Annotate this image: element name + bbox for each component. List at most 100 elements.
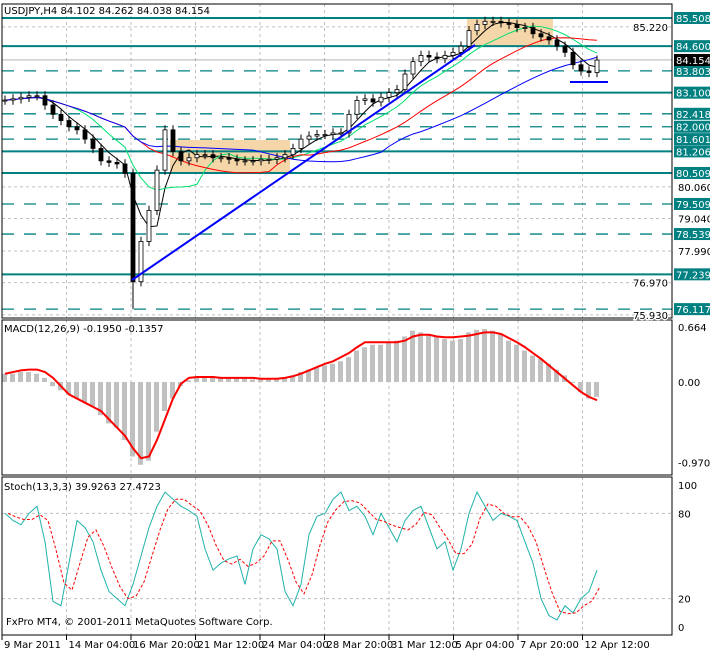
- candle: [314, 134, 320, 137]
- macd-histogram-bar: [410, 330, 415, 382]
- candle: [394, 89, 400, 94]
- price-level-label: 83.100: [676, 89, 710, 100]
- price-tick-label: 76.970: [633, 279, 668, 290]
- stoch-tick-label: 0: [678, 623, 684, 634]
- candle: [298, 138, 304, 149]
- candle: [330, 132, 336, 135]
- candle: [98, 148, 104, 162]
- macd-histogram-bar: [242, 378, 247, 382]
- macd-histogram-bar: [218, 377, 223, 382]
- macd-histogram-bar: [10, 373, 15, 382]
- candle: [410, 61, 416, 75]
- macd-histogram-bar: [146, 382, 151, 461]
- macd-histogram-bar: [402, 336, 407, 382]
- candle: [130, 172, 136, 283]
- macd-histogram-bar: [482, 329, 487, 382]
- stoch-panel-border: [1, 476, 673, 636]
- macd-tick-label: -0.9704: [678, 458, 710, 469]
- candle: [346, 113, 352, 134]
- macd-histogram-bar: [506, 340, 511, 382]
- copyright-footer: FxPro MT4, © 2001-2011 MetaQuotes Softwa…: [6, 617, 273, 628]
- candle: [226, 157, 232, 160]
- macd-histogram-bar: [34, 373, 39, 382]
- macd-histogram-bar: [578, 382, 583, 392]
- candle: [146, 210, 152, 242]
- macd-histogram-bar: [82, 382, 87, 403]
- macd-histogram-bar: [98, 382, 103, 416]
- macd-histogram-bar: [330, 363, 335, 382]
- macd-histogram-bar: [362, 347, 367, 382]
- consolidation-zone: [170, 140, 290, 172]
- macd-histogram-bar: [594, 382, 599, 397]
- x-tick-label: 9 Mar 2011: [4, 640, 61, 651]
- price-level-tag: [674, 166, 710, 179]
- macd-panel-border: [1, 319, 673, 476]
- candle: [234, 158, 240, 162]
- main-chart-title: USDJPY,H4 84.102 84.262 84.038 84.154: [4, 6, 210, 17]
- candle: [42, 95, 48, 106]
- macd-histogram-bar: [162, 382, 167, 411]
- candle: [514, 24, 520, 28]
- macd-histogram-bar: [194, 377, 199, 382]
- macd-histogram-bar: [394, 340, 399, 382]
- price-tick-label: 79.040: [678, 215, 710, 226]
- candle: [58, 113, 64, 121]
- candle: [66, 120, 72, 128]
- candle: [378, 96, 384, 103]
- candle: [90, 138, 96, 149]
- price-level-label: 81.601: [676, 135, 710, 146]
- macd-histogram-bar: [442, 338, 447, 382]
- candle: [218, 157, 224, 160]
- candle: [290, 148, 296, 156]
- x-tick-label: 7 Apr 20:00: [520, 640, 579, 651]
- current-price-tag: [674, 53, 710, 66]
- price-level-tag: [674, 133, 710, 146]
- candle: [458, 45, 464, 53]
- macd-histogram-bar: [170, 382, 175, 399]
- candle: [562, 45, 568, 53]
- candle: [418, 55, 424, 63]
- price-level-tag: [674, 303, 710, 316]
- candle: [74, 126, 80, 131]
- price-level-tag: [674, 268, 710, 281]
- candle: [466, 30, 472, 47]
- macd-tick-label: 0.00: [678, 378, 700, 389]
- price-level-tag: [674, 228, 710, 241]
- macd-histogram-bar: [314, 367, 319, 382]
- macd-histogram-bar: [106, 382, 111, 424]
- macd-histogram-bar: [2, 373, 7, 382]
- candle: [186, 157, 192, 162]
- macd-histogram-bar: [226, 378, 231, 382]
- price-level-tag: [674, 120, 710, 133]
- macd-histogram-bar: [26, 372, 31, 382]
- macd-histogram-bar: [114, 382, 119, 428]
- macd-histogram-bar: [234, 378, 239, 382]
- main-panel-border: [1, 3, 673, 319]
- x-tick-label: 14 Mar 04:00: [69, 640, 136, 651]
- macd-histogram-bar: [298, 372, 303, 382]
- stoch-signal-line: [7, 498, 601, 615]
- candle: [258, 158, 264, 162]
- candle: [426, 55, 432, 58]
- macd-histogram-bar: [202, 377, 207, 382]
- trendline: [131, 44, 476, 281]
- x-tick-label: 21 Mar 12:00: [198, 640, 265, 651]
- macd-histogram-bar: [530, 355, 535, 382]
- candle: [34, 95, 40, 98]
- macd-histogram-bar: [370, 344, 375, 382]
- x-tick-label: 24 Mar 04:00: [262, 640, 329, 651]
- candle: [250, 160, 256, 163]
- macd-histogram-bar: [586, 382, 591, 399]
- candle: [442, 55, 448, 59]
- macd-histogram-bar: [570, 382, 575, 383]
- candle: [306, 135, 312, 140]
- candle: [482, 20, 488, 25]
- macd-histogram-bar: [266, 379, 271, 382]
- macd-histogram-bar: [474, 329, 479, 382]
- candle: [530, 27, 536, 35]
- macd-histogram-bar: [354, 350, 359, 382]
- candle: [210, 154, 216, 159]
- candle: [578, 64, 584, 72]
- macd-histogram-bar: [138, 382, 143, 465]
